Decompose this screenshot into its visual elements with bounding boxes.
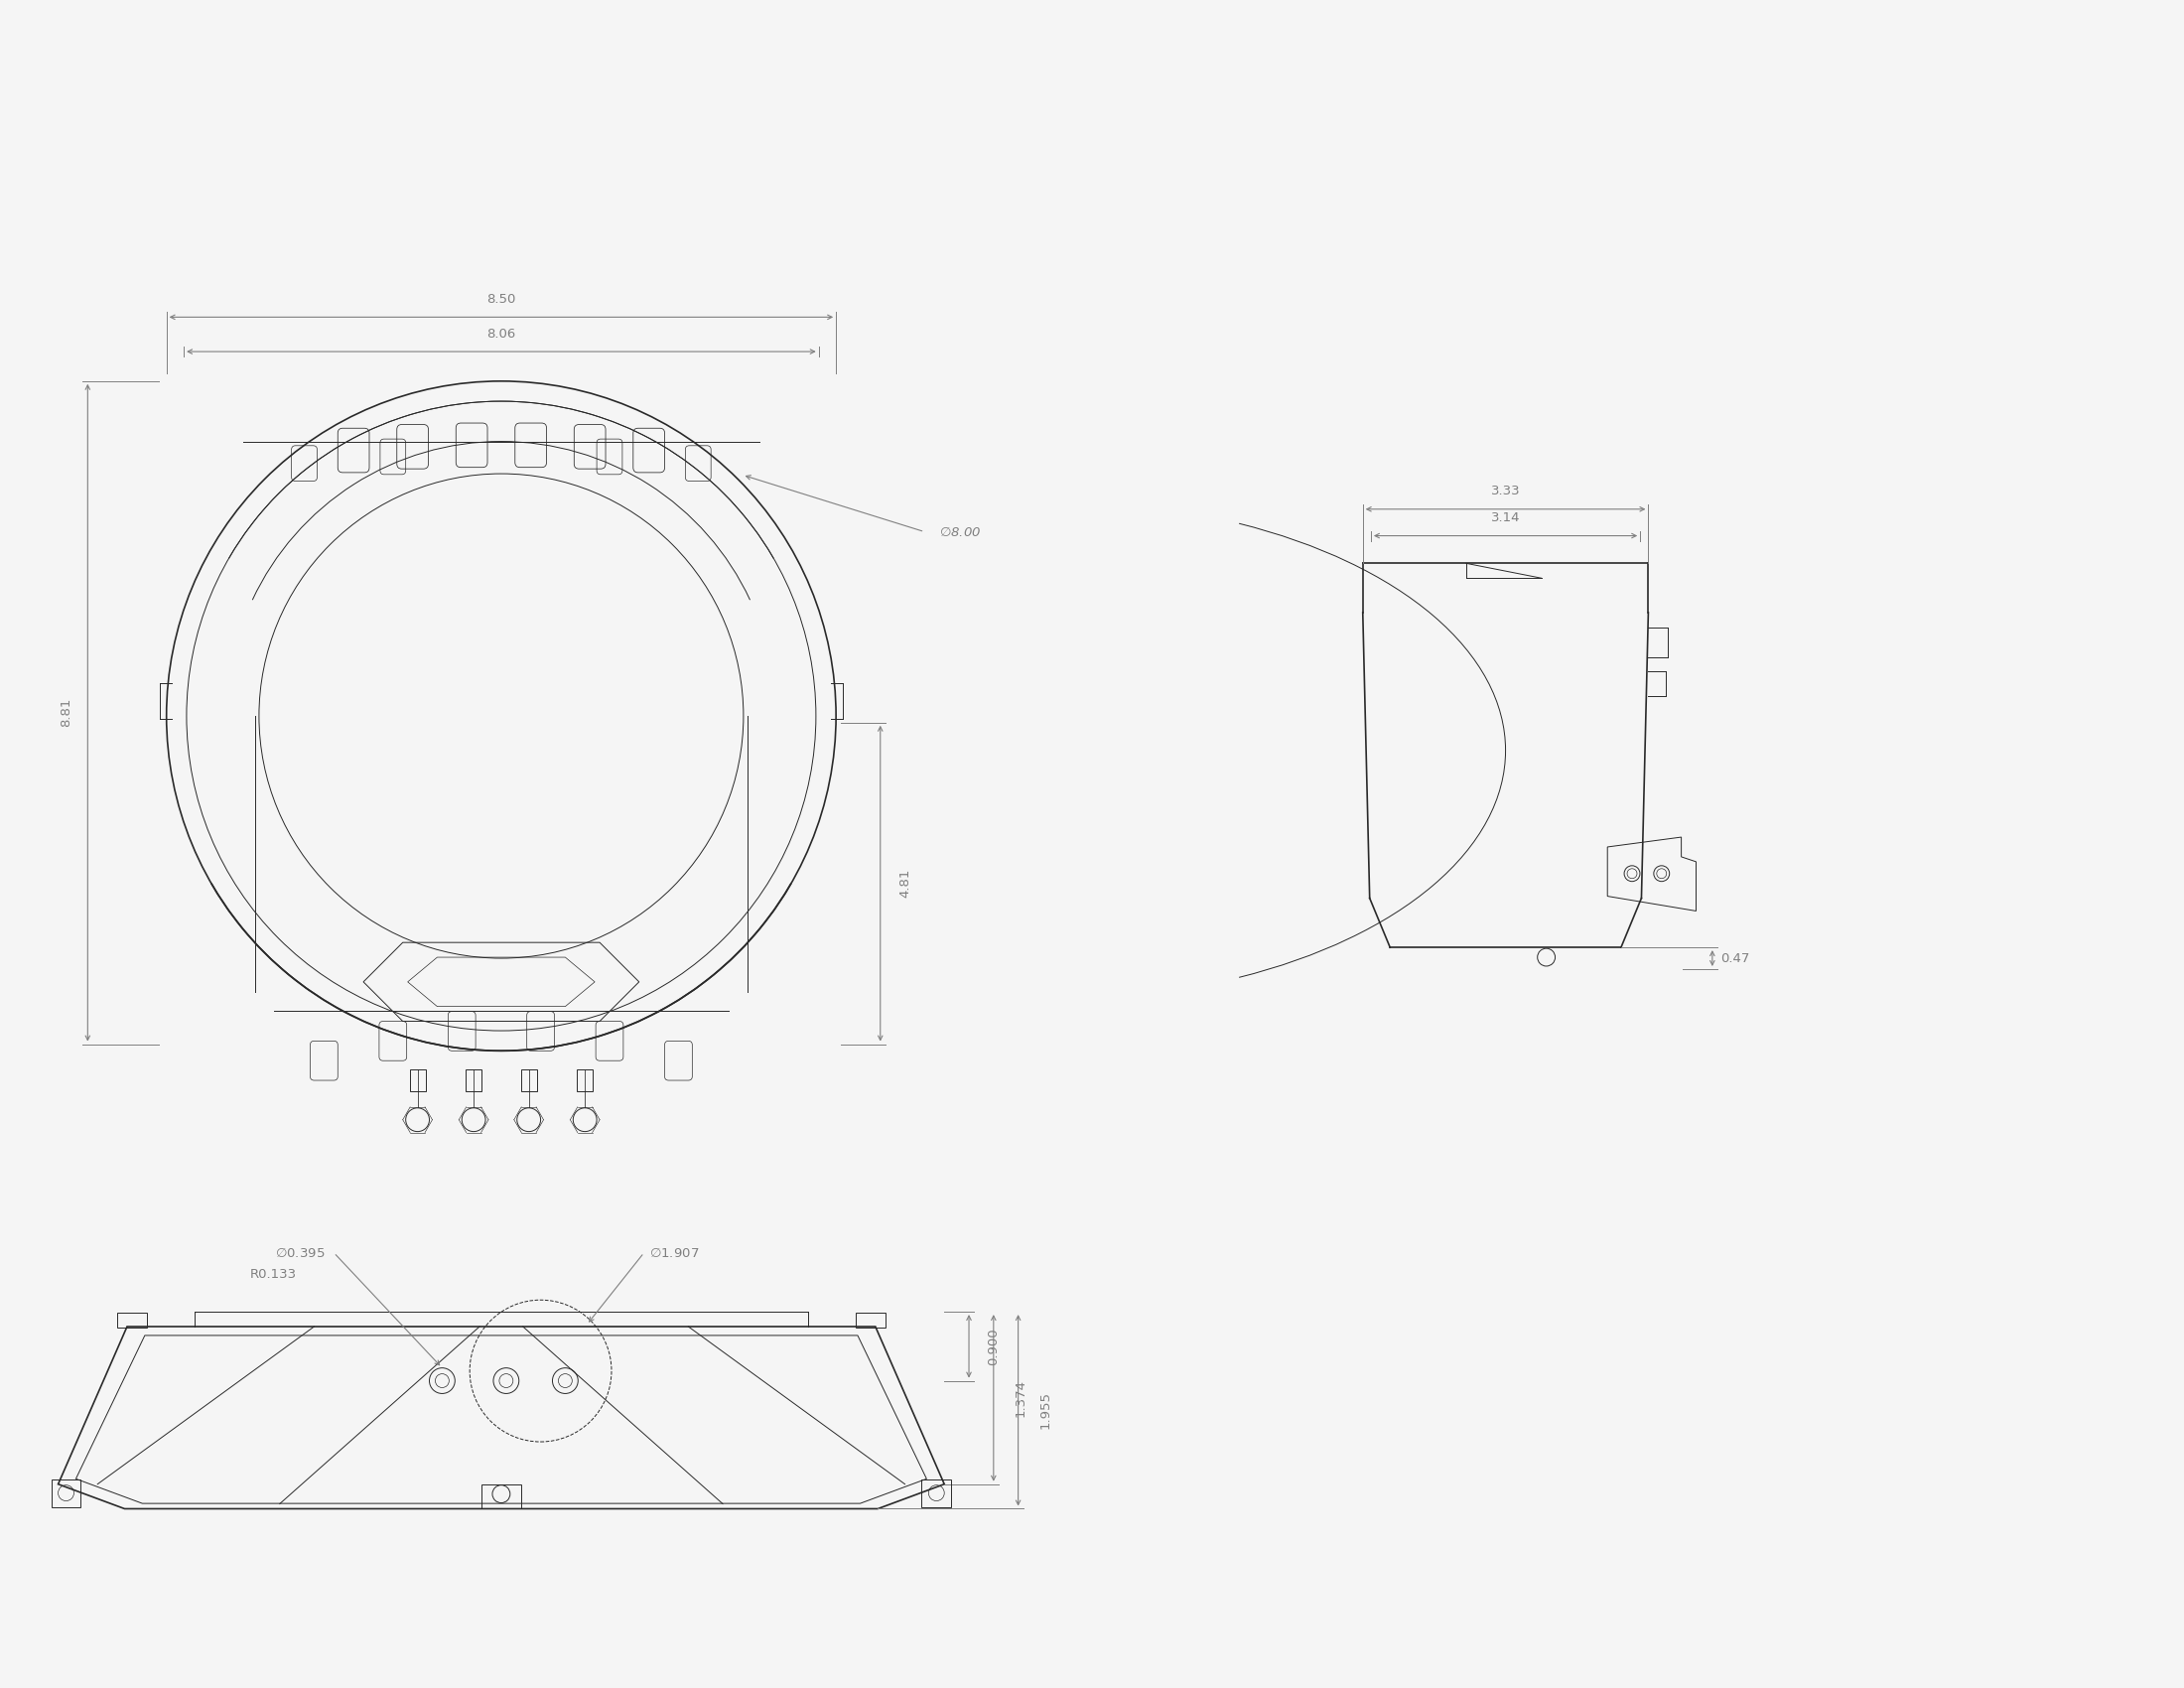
Text: R0.133: R0.133 <box>251 1268 297 1281</box>
Text: $\varnothing$8.00: $\varnothing$8.00 <box>939 525 981 538</box>
Text: 0.900: 0.900 <box>987 1327 1000 1366</box>
Bar <box>522 1070 537 1090</box>
Bar <box>922 1479 952 1507</box>
Text: 3.33: 3.33 <box>1492 484 1520 498</box>
Bar <box>118 1313 146 1327</box>
Bar <box>480 1484 522 1509</box>
Text: 8.06: 8.06 <box>487 327 515 341</box>
Text: 1.955: 1.955 <box>1040 1391 1053 1430</box>
Text: 0.47: 0.47 <box>1721 952 1749 966</box>
Bar <box>465 1070 480 1090</box>
Bar <box>411 1070 426 1090</box>
Bar <box>856 1313 885 1327</box>
Text: 8.81: 8.81 <box>59 699 72 728</box>
Text: $\varnothing$1.907: $\varnothing$1.907 <box>649 1246 699 1259</box>
Text: 3.14: 3.14 <box>1492 511 1520 525</box>
Text: $\varnothing$0.395: $\varnothing$0.395 <box>275 1246 325 1259</box>
Text: 1.374: 1.374 <box>1013 1379 1026 1416</box>
Text: 4.81: 4.81 <box>898 869 911 898</box>
Bar <box>577 1070 592 1090</box>
Bar <box>50 1479 81 1507</box>
Text: 8.50: 8.50 <box>487 294 515 306</box>
